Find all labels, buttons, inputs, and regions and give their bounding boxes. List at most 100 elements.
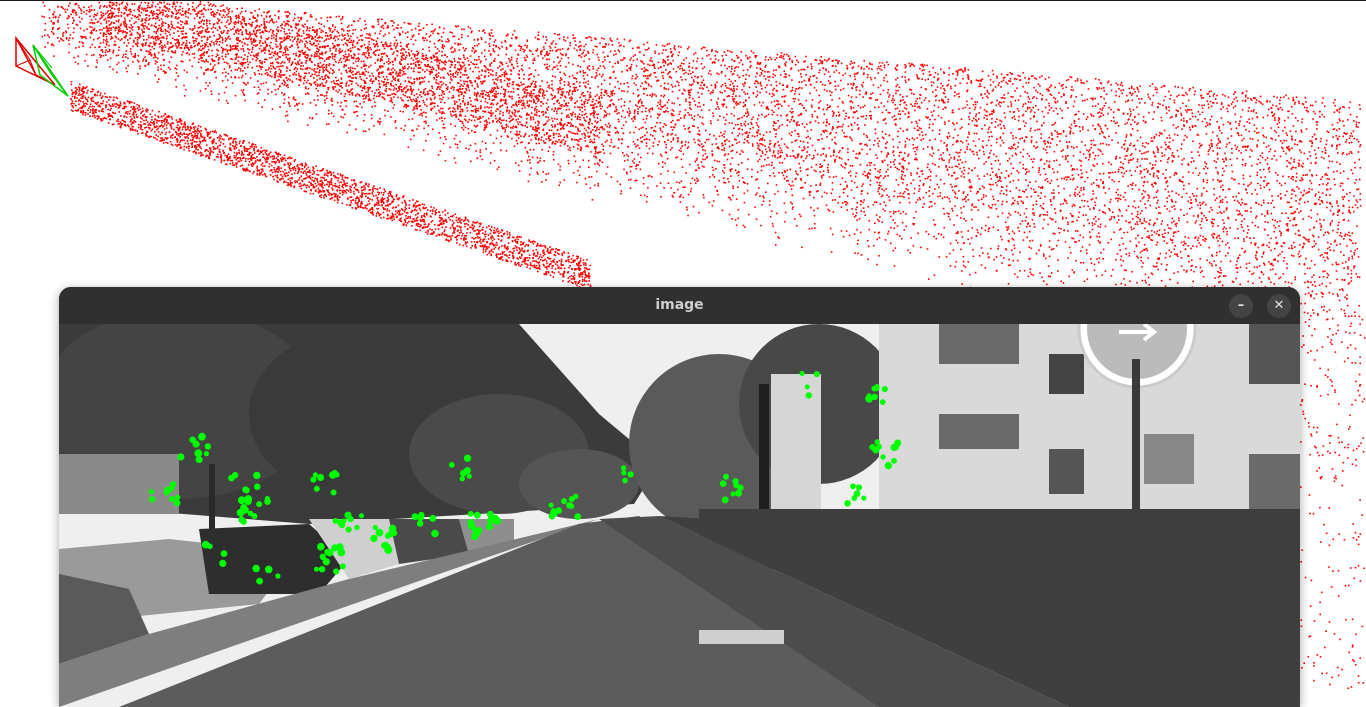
- cloud-point: [960, 211, 963, 214]
- cloud-point: [201, 39, 203, 42]
- cloud-point: [1353, 210, 1355, 213]
- cloud-point: [99, 45, 101, 48]
- cloud-point: [830, 132, 832, 134]
- cloud-point: [205, 19, 208, 21]
- cloud-point: [307, 87, 310, 90]
- cloud-point: [855, 96, 858, 99]
- cloud-point: [181, 53, 183, 56]
- cloud-point: [1222, 106, 1224, 109]
- cloud-point: [73, 9, 75, 11]
- cloud-point: [558, 62, 560, 64]
- cloud-point: [540, 136, 543, 138]
- cloud-point: [419, 94, 421, 96]
- cloud-point: [688, 91, 690, 94]
- cloud-point: [584, 95, 586, 97]
- cloud-point: [654, 130, 657, 133]
- cloud-point: [569, 131, 572, 133]
- cloud-point: [520, 68, 523, 70]
- cloud-point: [1017, 179, 1020, 181]
- cloud-point: [1115, 82, 1117, 85]
- cloud-point: [72, 37, 74, 40]
- cloud-point: [1017, 146, 1019, 148]
- cloud-point: [463, 64, 466, 67]
- cloud-point: [956, 177, 959, 179]
- cloud-point: [174, 50, 177, 52]
- cloud-point: [1321, 102, 1324, 104]
- cloud-point: [1298, 244, 1301, 246]
- cloud-point: [678, 119, 680, 121]
- cloud-point: [845, 203, 847, 206]
- cloud-point: [783, 177, 786, 180]
- cloud-point: [1069, 131, 1072, 134]
- cloud-point: [1339, 232, 1342, 234]
- cloud-point: [905, 225, 908, 228]
- cloud-point: [129, 30, 131, 33]
- cloud-point: [186, 71, 188, 73]
- cloud-point: [1147, 93, 1149, 96]
- cloud-point: [960, 207, 962, 209]
- cloud-point: [504, 70, 507, 73]
- cloud-point: [492, 35, 494, 37]
- cloud-point: [464, 115, 467, 117]
- cloud-point: [1041, 98, 1043, 101]
- cloud-point: [1287, 147, 1289, 150]
- cloud-point: [1336, 145, 1338, 148]
- cloud-point: [730, 175, 732, 177]
- cloud-point: [303, 79, 306, 82]
- cloud-point: [229, 16, 231, 18]
- cloud-point: [384, 22, 386, 25]
- cloud-point: [1010, 105, 1013, 107]
- cloud-point: [1132, 157, 1135, 160]
- cloud-point: [490, 103, 492, 105]
- cloud-point: [696, 81, 699, 83]
- cloud-point: [1350, 141, 1353, 144]
- cloud-point: [847, 148, 849, 150]
- cloud-point: [877, 188, 880, 190]
- cloud-point: [1263, 262, 1265, 264]
- cloud-point: [709, 70, 711, 72]
- cloud-point: [645, 82, 648, 84]
- cloud-point: [294, 58, 296, 60]
- cloud-point: [1004, 221, 1007, 224]
- cloud-point: [434, 28, 436, 31]
- cloud-point: [309, 59, 311, 62]
- cloud-point: [890, 215, 892, 218]
- cloud-point: [760, 138, 762, 140]
- cloud-point: [981, 70, 984, 73]
- cloud-point: [1123, 278, 1125, 280]
- cloud-point: [715, 143, 718, 145]
- cloud-point: [1160, 119, 1163, 122]
- cloud-point: [958, 155, 960, 158]
- cloud-point: [878, 61, 881, 64]
- cloud-point: [472, 63, 474, 65]
- cloud-point: [846, 184, 848, 187]
- cloud-point: [199, 54, 201, 57]
- cloud-point: [223, 61, 226, 64]
- cloud-point: [835, 69, 838, 72]
- cloud-point: [678, 51, 680, 54]
- cloud-point: [790, 119, 793, 121]
- cloud-point: [1288, 148, 1290, 151]
- cloud-point: [1070, 145, 1073, 148]
- cloud-point: [669, 76, 671, 78]
- cloud-point: [744, 120, 747, 123]
- cloud-point: [723, 116, 725, 119]
- cloud-point: [1237, 257, 1239, 260]
- cloud-point: [105, 49, 107, 51]
- cloud-point: [112, 68, 114, 71]
- cloud-point: [298, 55, 300, 58]
- cloud-point: [802, 68, 805, 71]
- cloud-point: [450, 51, 453, 53]
- cloud-point: [997, 229, 999, 231]
- cloud-point: [1030, 187, 1033, 190]
- cloud-point: [721, 149, 723, 151]
- cloud-point: [1155, 160, 1157, 162]
- cloud-point: [1268, 170, 1271, 173]
- cloud-point: [97, 20, 100, 23]
- cloud-point: [1277, 174, 1279, 176]
- cloud-point: [528, 114, 530, 116]
- cloud-point: [644, 110, 647, 113]
- cloud-point: [315, 113, 318, 115]
- cloud-point: [637, 102, 640, 104]
